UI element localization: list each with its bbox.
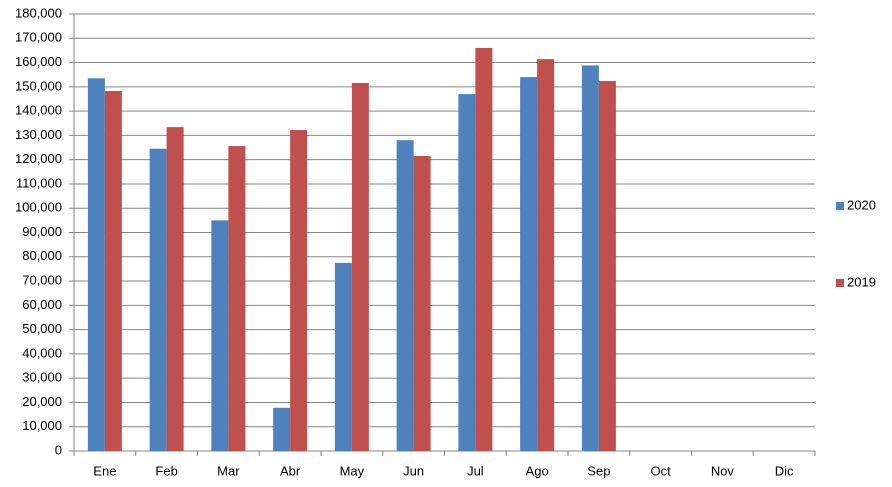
bar: [273, 407, 291, 451]
bar: [211, 220, 229, 451]
x-tick-label: Nov: [711, 463, 735, 478]
x-tick-label: Jul: [467, 463, 484, 478]
x-tick-label: Ago: [526, 463, 549, 478]
y-tick-label: 50,000: [22, 321, 62, 336]
y-tick-label: 150,000: [15, 78, 62, 93]
bar: [228, 146, 246, 451]
legend-label: 2020: [847, 197, 876, 212]
bar: [475, 47, 493, 451]
bar: [413, 156, 431, 451]
y-tick-label: 30,000: [22, 370, 62, 385]
legend-swatch: [836, 202, 844, 210]
y-tick-label: 110,000: [16, 175, 62, 190]
bar: [351, 82, 369, 452]
x-tick-label: Mar: [217, 463, 240, 478]
y-tick-label: 180,000: [15, 5, 62, 20]
x-tick-label: Ene: [93, 463, 116, 478]
y-tick-label: 80,000: [22, 248, 62, 263]
bar: [87, 78, 105, 451]
y-tick-label: 160,000: [15, 54, 62, 69]
y-tick-label: 120,000: [15, 151, 62, 166]
y-tick-label: 20,000: [22, 394, 62, 409]
bar: [290, 130, 308, 451]
y-tick-label: 0: [55, 442, 62, 457]
x-tick-label: May: [340, 463, 365, 478]
bar: [581, 65, 599, 452]
bar: [166, 127, 184, 451]
y-tick-label: 170,000: [15, 30, 62, 45]
y-tick-label: 70,000: [22, 272, 62, 287]
bar: [104, 90, 122, 451]
bar: [149, 148, 167, 451]
x-tick-label: Dic: [775, 463, 794, 478]
y-tick-label: 130,000: [15, 127, 62, 142]
bar: [396, 140, 414, 451]
bar: [334, 262, 352, 451]
bar: [598, 81, 616, 452]
x-tick-label: Abr: [280, 463, 301, 478]
y-tick-label: 60,000: [22, 297, 62, 312]
bar: [537, 59, 555, 451]
y-tick-label: 10,000: [22, 418, 62, 433]
bar: [458, 94, 476, 451]
bar: [520, 77, 538, 451]
x-tick-label: Oct: [651, 463, 672, 478]
x-tick-label: Jun: [403, 463, 424, 478]
y-tick-label: 140,000: [15, 103, 62, 118]
y-tick-label: 100,000: [15, 200, 62, 215]
y-tick-label: 90,000: [22, 224, 62, 239]
legend-label: 2019: [847, 274, 876, 289]
legend-swatch: [836, 279, 844, 287]
x-tick-label: Feb: [155, 463, 177, 478]
x-tick-label: Sep: [587, 463, 610, 478]
y-tick-label: 40,000: [22, 345, 62, 360]
